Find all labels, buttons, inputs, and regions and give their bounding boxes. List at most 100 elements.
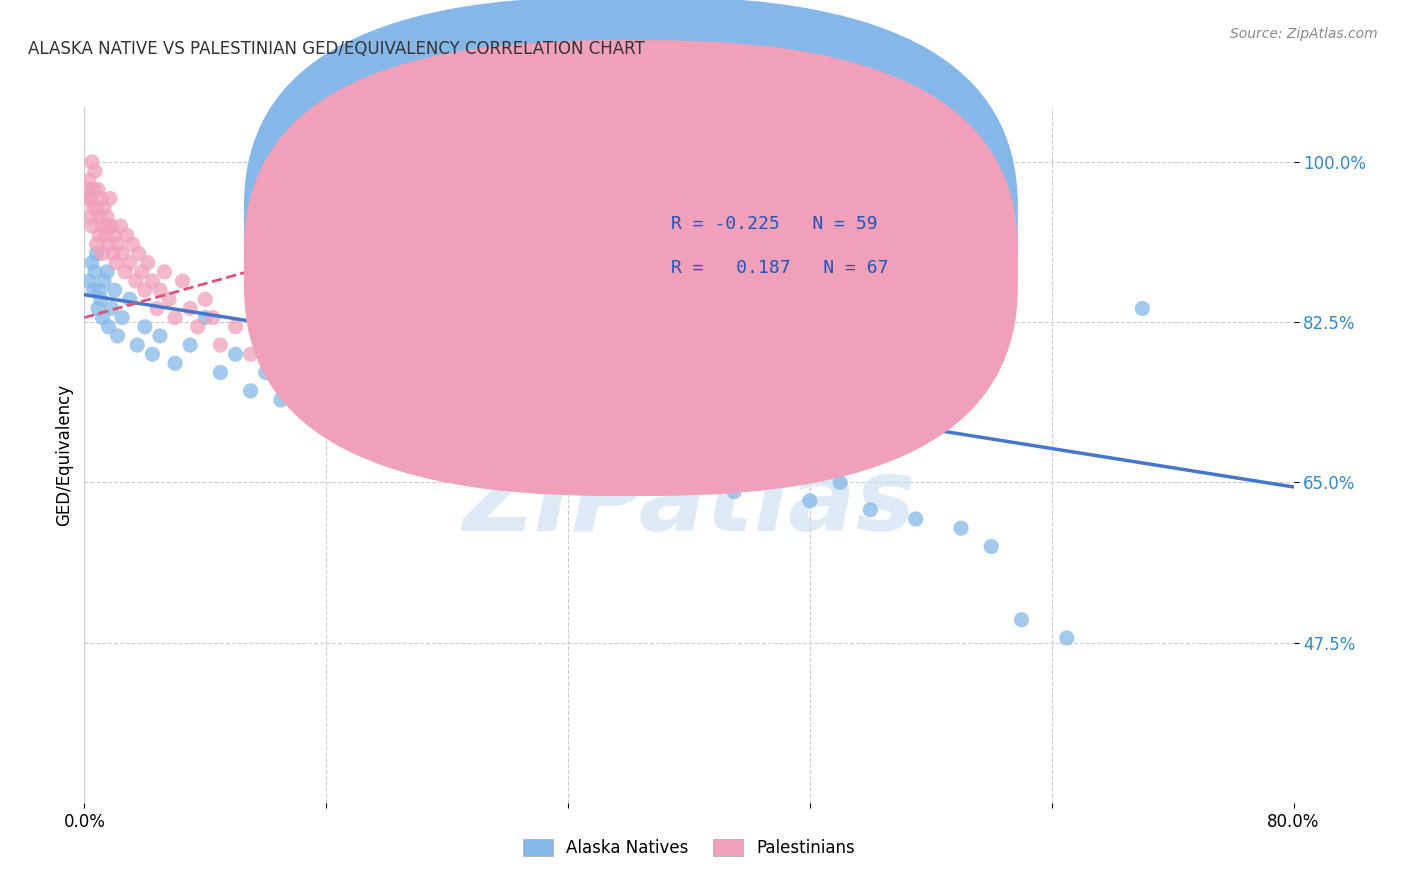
Point (436, 420, 458, 434)
Point (76, 182, 98, 196)
Point (225, 347, 247, 361)
Point (86, 201, 108, 215)
Point (97, 319, 120, 334)
Point (89, 228, 111, 243)
Point (149, 329, 172, 343)
Point (97, 237, 120, 252)
Point (179, 338, 201, 352)
Text: R =   0.187   N = 67: R = 0.187 N = 67 (671, 259, 889, 277)
Point (436, 384, 458, 398)
Point (239, 384, 262, 398)
Point (87, 301, 110, 316)
Point (799, 493, 821, 508)
Point (141, 274, 163, 288)
Point (285, 338, 308, 352)
Point (87, 182, 110, 196)
Point (141, 347, 163, 361)
Point (84, 265, 107, 279)
Point (153, 265, 176, 279)
Point (557, 439, 579, 453)
Point (149, 283, 172, 297)
Point (315, 384, 337, 398)
Point (496, 429, 519, 443)
Point (80, 219, 103, 233)
Point (118, 293, 141, 307)
Point (98, 192, 121, 206)
Point (91, 246, 114, 260)
Point (225, 319, 247, 334)
Point (82, 182, 104, 196)
Point (299, 402, 322, 417)
Point (96, 265, 118, 279)
Point (89, 210, 111, 224)
Text: ALASKA NATIVE VS PALESTINIAN GED/EQUIVALENCY CORRELATION CHART: ALASKA NATIVE VS PALESTINIAN GED/EQUIVAL… (28, 40, 645, 58)
Point (346, 392, 368, 407)
Point (172, 274, 194, 288)
Point (187, 319, 209, 334)
Point (481, 448, 503, 462)
Point (617, 448, 640, 462)
Point (121, 237, 143, 252)
Point (330, 411, 353, 425)
Point (270, 356, 292, 370)
Point (165, 310, 187, 325)
Text: ZIPatlas: ZIPatlas (463, 455, 915, 552)
Point (406, 411, 429, 425)
Point (830, 475, 852, 490)
Point (165, 356, 187, 370)
Point (527, 457, 550, 471)
Point (420, 402, 443, 417)
Point (950, 521, 973, 535)
Point (134, 319, 156, 334)
FancyBboxPatch shape (581, 197, 967, 309)
Point (179, 301, 201, 316)
Text: Source: ZipAtlas.com: Source: ZipAtlas.com (1230, 27, 1378, 41)
Point (91, 219, 114, 233)
Point (84, 164, 107, 178)
Point (114, 265, 136, 279)
Point (86, 237, 108, 252)
Point (360, 420, 382, 434)
Point (80, 255, 103, 269)
Point (254, 366, 277, 380)
Point (375, 402, 398, 417)
Point (146, 301, 169, 316)
Point (157, 293, 180, 307)
Point (89, 283, 111, 297)
Point (391, 429, 413, 443)
Point (93, 201, 115, 215)
Point (375, 366, 398, 380)
Point (93, 274, 115, 288)
Point (111, 246, 134, 260)
Point (194, 293, 217, 307)
Point (107, 237, 129, 252)
Point (118, 255, 141, 269)
Point (678, 457, 700, 471)
Point (115, 228, 138, 243)
Point (209, 338, 232, 352)
Point (859, 503, 882, 517)
Point (125, 274, 148, 288)
Point (136, 255, 159, 269)
Point (315, 347, 337, 361)
Point (111, 310, 134, 325)
Point (107, 329, 129, 343)
FancyBboxPatch shape (245, 40, 1018, 496)
Point (128, 246, 150, 260)
Point (91, 310, 114, 325)
Point (239, 347, 262, 361)
Point (131, 265, 153, 279)
Point (299, 366, 322, 380)
Point (754, 467, 776, 481)
Point (86, 246, 108, 260)
Point (90, 192, 112, 206)
Point (1056, 631, 1078, 645)
Point (94, 228, 117, 243)
Y-axis label: GED/Equivalency: GED/Equivalency (55, 384, 73, 526)
Point (285, 375, 308, 389)
Point (588, 467, 610, 481)
Point (391, 392, 413, 407)
Point (723, 484, 745, 499)
FancyBboxPatch shape (245, 0, 1018, 452)
Point (77, 173, 100, 187)
